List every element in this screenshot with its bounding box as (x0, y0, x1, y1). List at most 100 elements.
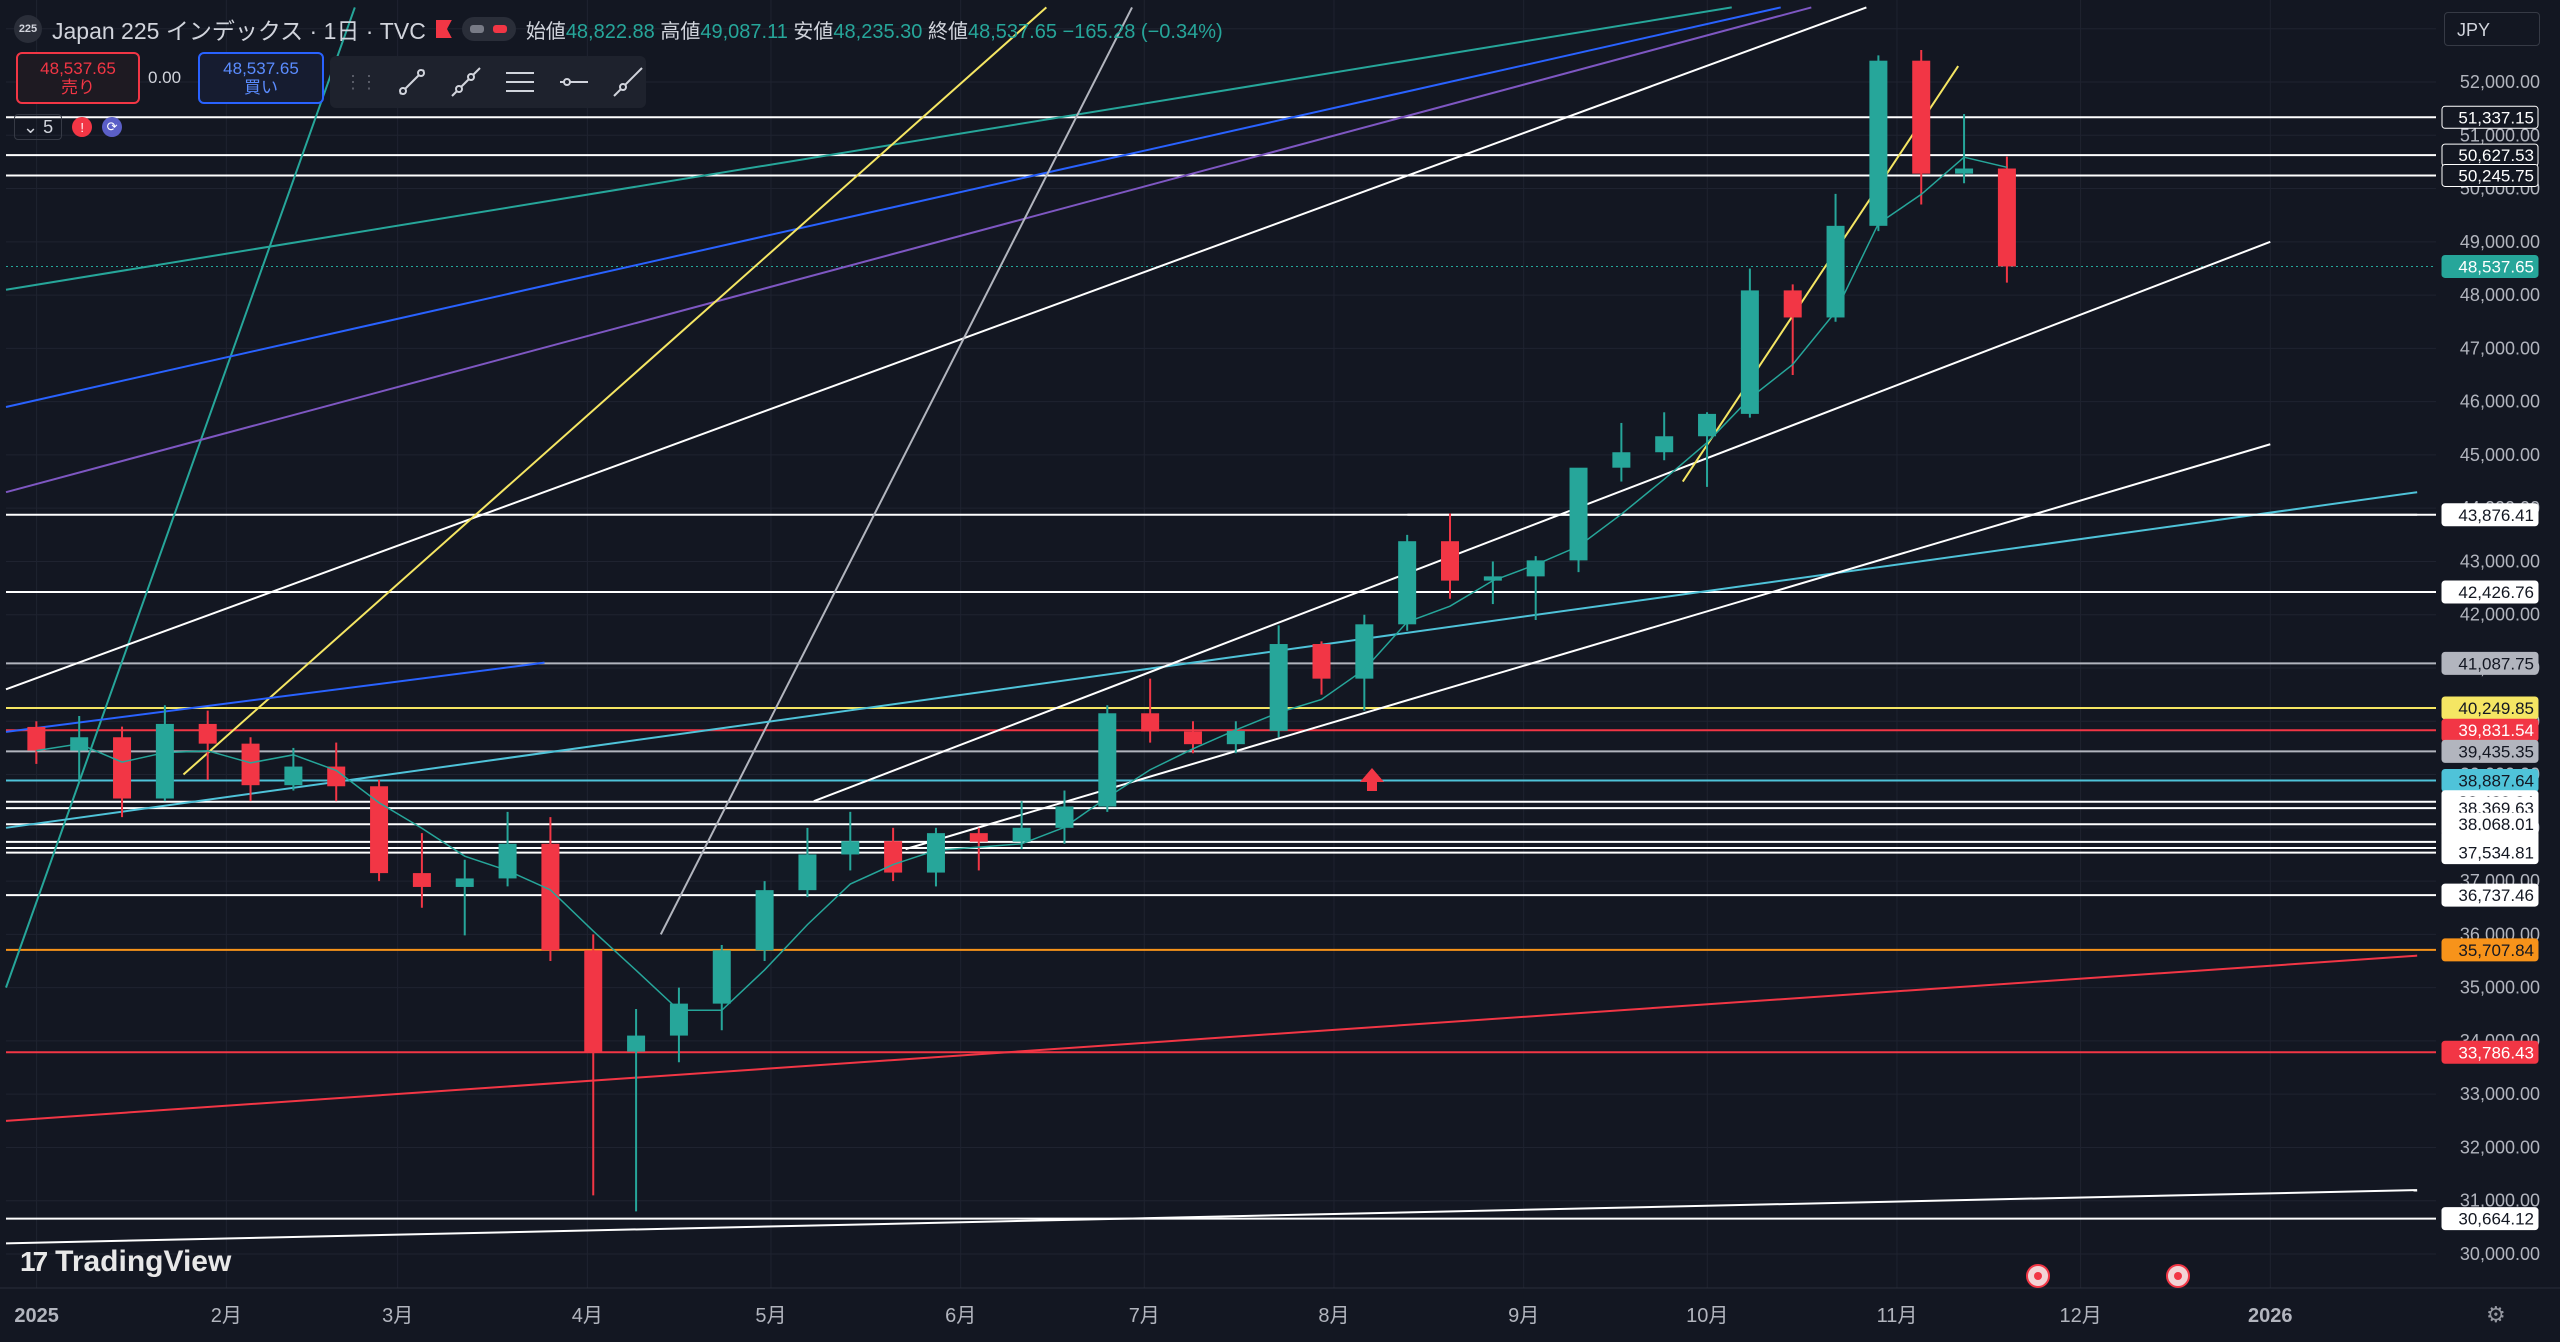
sell-button[interactable]: 48,537.65 売り (16, 52, 140, 104)
candle-body (1783, 290, 1802, 318)
candle-body (926, 833, 945, 873)
candle-body (1912, 60, 1931, 174)
parallel-channel-icon[interactable] (502, 63, 538, 101)
open-label: 始値 (525, 20, 566, 43)
price-label-text: 51,337.15 (2458, 108, 2534, 127)
drag-handle-icon[interactable]: ⋮⋮ (344, 71, 378, 92)
trend-line[interactable] (5, 6, 1867, 691)
price-label-box (2441, 1207, 2539, 1231)
symbol-title[interactable]: Japan 225 インデックス · 1日 · TVC (52, 18, 426, 44)
price-label-box (2441, 580, 2539, 604)
candle-body (755, 890, 774, 951)
x-tick-label: 6月 (945, 1305, 976, 1327)
settings-icon[interactable]: ⚙ (2486, 1302, 2506, 1327)
extended-line-icon[interactable] (610, 63, 646, 101)
candle-body (1698, 413, 1717, 437)
candle-body (1740, 290, 1759, 414)
candles (27, 50, 2016, 1212)
trend-line-icon[interactable] (394, 63, 430, 101)
price-label-text: 33,786.43 (2458, 1043, 2534, 1062)
alert-icon[interactable]: ! (72, 117, 93, 137)
price-label-text: 39,831.54 (2458, 721, 2534, 740)
y-tick-label: 32,000.00 (2460, 1137, 2540, 1157)
currency-selector[interactable]: JPY (2444, 12, 2540, 46)
flag-icon[interactable] (435, 20, 452, 38)
trend-line[interactable] (5, 1189, 2418, 1245)
buy-button[interactable]: 48,537.65 買い (198, 52, 324, 104)
sync-icon[interactable]: ⟳ (102, 117, 123, 137)
event-icon[interactable] (2026, 1264, 2050, 1288)
trend-line[interactable] (5, 661, 545, 733)
event-icon[interactable] (2166, 1264, 2190, 1288)
price-label-box (2441, 651, 2539, 675)
y-tick-label: 47,000.00 (2460, 338, 2540, 358)
candle-body (1355, 624, 1374, 679)
price-label-text: 41,087.75 (2458, 654, 2534, 673)
price-label-box (2441, 883, 2539, 907)
candle-body (841, 841, 860, 855)
price-label-text: 37,534.81 (2458, 844, 2534, 863)
candle-body (1869, 60, 1888, 226)
tv-logo-icon: 17 (20, 1246, 48, 1277)
horizontal-ray-icon[interactable] (556, 63, 592, 101)
trend-line[interactable] (182, 6, 1048, 776)
y-tick-label: 30,000.00 (2460, 1244, 2540, 1264)
price-label-text: 38,068.01 (2458, 815, 2534, 834)
buy-label: 買い (244, 78, 278, 97)
candle-body (1312, 644, 1331, 679)
sell-price: 48,537.65 (40, 59, 116, 78)
candle-body (969, 833, 988, 842)
candle-body (1141, 713, 1160, 732)
price-label-box (2441, 163, 2539, 187)
trend-line[interactable] (905, 443, 2271, 851)
candle-body (1526, 560, 1545, 577)
candle-body (1612, 452, 1631, 468)
trend-line[interactable] (5, 6, 1812, 494)
price-label-text: 42,426.76 (2458, 583, 2534, 602)
candle-body (669, 1003, 688, 1036)
change-value: −165.28 (−0.34%) (1062, 20, 1223, 43)
candle-body (541, 843, 560, 951)
trend-line[interactable] (5, 954, 2418, 1122)
candle-body (1997, 168, 2016, 267)
x-tick-label: 3月 (382, 1305, 413, 1327)
ray-icon[interactable] (448, 63, 484, 101)
spread-value: 0.00 (148, 68, 182, 87)
sell-label: 売り (61, 78, 95, 97)
trend-line[interactable] (813, 240, 2271, 803)
high-value: 49,087.11 (700, 20, 788, 43)
symbol-logo[interactable]: 225 (14, 15, 42, 43)
candle-body (1269, 644, 1288, 731)
low-value: 48,235.30 (833, 20, 923, 43)
candle-body (1826, 225, 1845, 318)
trend-line[interactable] (659, 6, 1133, 935)
trend-line[interactable] (5, 491, 2418, 829)
price-label-box (2441, 254, 2539, 278)
price-label-box (2441, 503, 2539, 527)
visibility-toggle[interactable] (461, 17, 516, 41)
price-label-text: 48,537.65 (2458, 257, 2534, 276)
y-tick-label: 51,000.00 (2460, 125, 2540, 145)
tradingview-logo: 17 TradingView (20, 1244, 231, 1280)
y-tick-label: 31,000.00 (2460, 1191, 2540, 1211)
candle-body (798, 854, 817, 891)
price-label-box (2441, 739, 2539, 763)
trend-line[interactable] (5, 6, 1732, 291)
candle-body (1655, 436, 1674, 453)
candle-body (327, 766, 346, 787)
x-tick-label: 2月 (211, 1305, 242, 1327)
y-tick-label: 52,000.00 (2460, 72, 2540, 92)
chevron-down-icon: ⌄ (23, 117, 39, 137)
indicator-count[interactable]: ⌄ 5 (14, 114, 63, 140)
trend-line[interactable] (5, 6, 1781, 408)
price-label-text: 50,245.75 (2458, 166, 2534, 185)
trend-line[interactable] (5, 7, 356, 988)
candle-body (627, 1035, 646, 1052)
close-value: 48,537.65 (967, 20, 1057, 43)
y-tick-label: 45,000.00 (2460, 445, 2540, 465)
candle-body (284, 766, 303, 786)
candle-body (1398, 541, 1417, 625)
y-tick-label: 46,000.00 (2460, 392, 2540, 412)
